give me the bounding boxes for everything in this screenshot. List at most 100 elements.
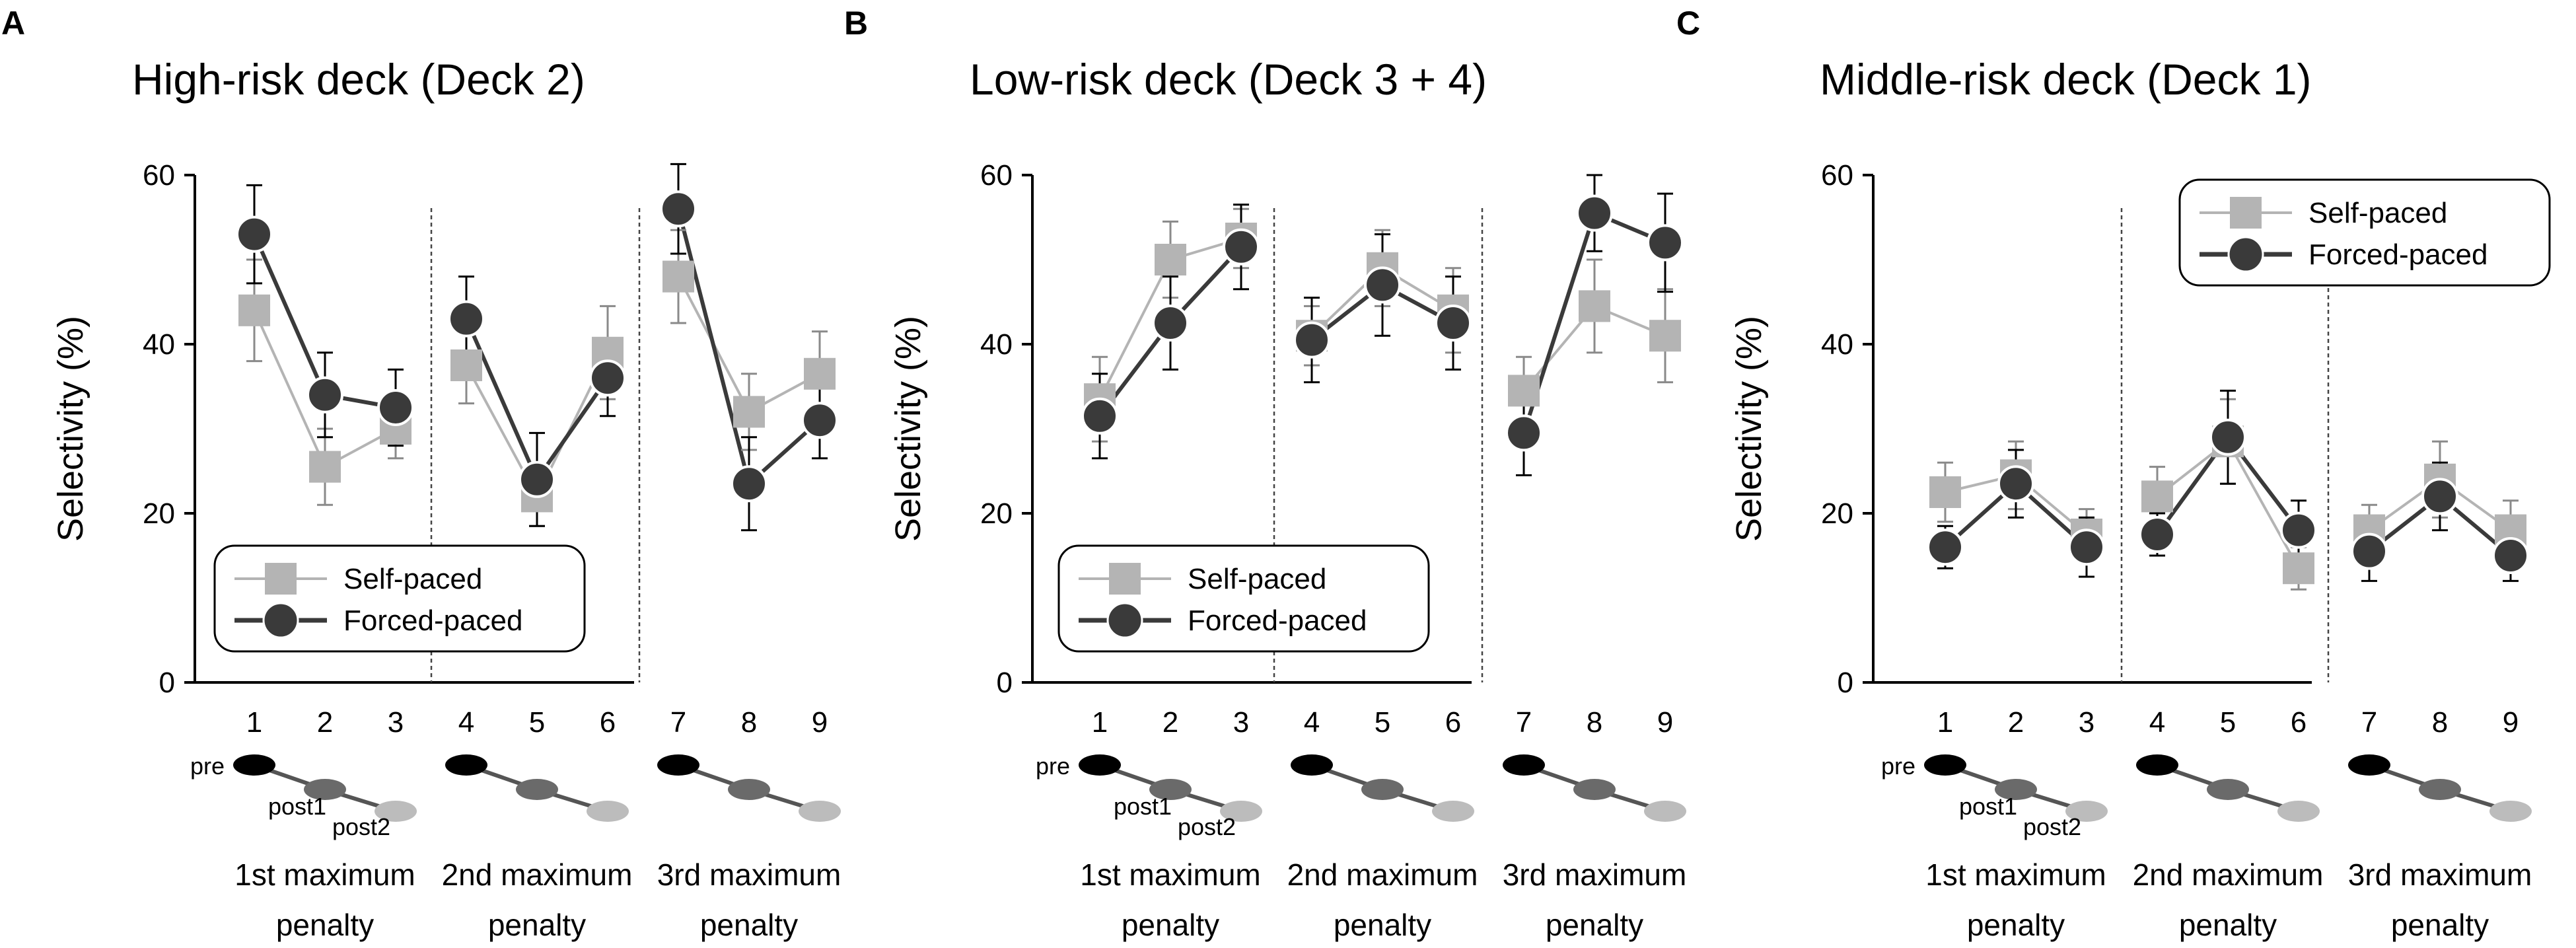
post1-trial-marker [516, 779, 558, 800]
x-tick-label: 3 [388, 706, 404, 739]
x-tick-label: 1 [1937, 706, 1953, 739]
legend-self-marker [2230, 197, 2262, 229]
chart-title: High-risk deck (Deck 2) [132, 55, 585, 104]
panel-letter: B [844, 5, 868, 42]
forced-paced-point [1364, 266, 1401, 304]
pre-trial-marker [233, 754, 275, 776]
y-axis-label: Selectivity (%) [51, 316, 90, 542]
block-schematic: 2nd maximum penalty [2133, 754, 2324, 942]
legend: Self-paced Forced-paced [2178, 178, 2551, 287]
self-paced-point [1508, 375, 1540, 407]
pre-trial-marker [1079, 754, 1121, 776]
block-caption-line2: penalty [1122, 908, 1219, 942]
self-paced-point [1929, 476, 1961, 508]
self-paced-point [2283, 552, 2314, 585]
forced-paced-point [731, 465, 768, 503]
forced-paced-point [1927, 529, 1964, 566]
x-tick-label: 5 [2220, 706, 2236, 739]
x-tick-label: 6 [600, 706, 616, 739]
legend-self-label: Self-paced [343, 563, 482, 595]
forced-paced-point [1293, 321, 1330, 359]
post1-trial-marker [2419, 779, 2461, 800]
forced-paced-point [1647, 224, 1684, 262]
forced-paced-point [2139, 516, 2176, 553]
post2-label: post2 [1178, 813, 1236, 840]
forced-paced-point [1081, 397, 1118, 435]
pre-label: pre [1881, 752, 1915, 780]
chart-title: Middle-risk deck (Deck 1) [1820, 55, 2312, 104]
x-tick-label: 6 [1445, 706, 1461, 739]
pre-trial-marker [2348, 754, 2390, 776]
legend: Self-paced Forced-paced [1057, 544, 1430, 653]
panel-letter: C [1676, 5, 1700, 42]
block-caption-line2: penalty [1334, 908, 1431, 942]
forced-paced-point [589, 359, 626, 397]
post2-trial-marker [1644, 801, 1686, 822]
y-tick-label: 0 [997, 667, 1013, 699]
legend-self-label: Self-paced [2308, 197, 2447, 229]
x-tick-label: 8 [741, 706, 757, 739]
x-tick-label: 4 [2149, 706, 2165, 739]
block-schematic: 2nd maximum penalty [442, 754, 633, 942]
forced-paced-point [2209, 418, 2246, 456]
y-tick-label: 60 [1821, 159, 1853, 192]
post2-trial-marker [2489, 801, 2532, 822]
x-tick-label: 4 [458, 706, 474, 739]
block-caption-line2: penalty [1546, 908, 1643, 942]
y-axis-label: Selectivity (%) [1729, 316, 1769, 542]
block-caption-line1: 3rd maximum [2348, 857, 2532, 892]
y-tick-label: 40 [1821, 328, 1853, 361]
block-schematic: 3rd maximum penalty [2348, 754, 2532, 942]
pre-trial-marker [2136, 754, 2178, 776]
self-paced-point [309, 451, 341, 483]
x-tick-label: 8 [1587, 706, 1602, 739]
pre-label: pre [190, 752, 225, 780]
self-paced-point [804, 357, 836, 390]
forced-paced-point [2492, 537, 2529, 574]
y-axis-label: Selectivity (%) [888, 316, 928, 542]
block-caption-line1: 1st maximum [1925, 857, 2106, 892]
block-caption-line2: penalty [276, 908, 374, 942]
forced-paced-point [236, 215, 273, 253]
x-tick-label: 3 [2079, 706, 2094, 739]
pre-label: pre [1036, 752, 1070, 780]
x-tick-label: 8 [2432, 706, 2448, 739]
forced-paced-point [2280, 511, 2317, 549]
self-paced-point [1649, 320, 1681, 352]
pre-trial-marker [1503, 754, 1545, 776]
post1-trial-marker [728, 779, 770, 800]
y-tick-label: 20 [1821, 497, 1853, 530]
x-tick-label: 9 [1657, 706, 1673, 739]
block-schematic: 3rd maximum penalty [1503, 754, 1687, 942]
self-paced-point [238, 294, 270, 326]
block-caption-line1: 2nd maximum [2133, 857, 2324, 892]
pre-trial-marker [1924, 754, 1966, 776]
legend-forced-label: Forced-paced [1188, 604, 1367, 637]
panel-letter: A [1, 5, 25, 42]
legend-self-label: Self-paced [1188, 563, 1326, 595]
x-tick-label: 2 [1163, 706, 1178, 739]
legend-forced-label: Forced-paced [343, 604, 522, 637]
x-tick-label: 2 [2008, 706, 2024, 739]
x-tick-label: 2 [317, 706, 333, 739]
post2-trial-marker [375, 801, 417, 822]
y-tick-label: 0 [159, 667, 175, 699]
forced-paced-point [2068, 529, 2105, 566]
block-schematic: 3rd maximum penalty [657, 754, 841, 942]
forced-paced-point [448, 300, 485, 338]
block-caption-line2: penalty [700, 908, 798, 942]
x-tick-label: 6 [2291, 706, 2307, 739]
block-caption-line1: 2nd maximum [1287, 857, 1478, 892]
forced-paced-point [377, 389, 414, 426]
legend-forced-marker [1106, 602, 1143, 639]
post1-trial-marker [1149, 779, 1192, 800]
x-tick-label: 9 [2503, 706, 2519, 739]
x-tick-label: 9 [812, 706, 828, 739]
post2-trial-marker [587, 801, 629, 822]
block-caption-line1: 3rd maximum [1503, 857, 1687, 892]
self-paced-point [450, 349, 482, 381]
panel-c: C Middle-risk deck (Deck 1) Selectivity (%… [1676, 5, 2551, 942]
legend: Self-paced Forced-paced [213, 544, 586, 653]
block-caption-line1: 2nd maximum [442, 857, 633, 892]
